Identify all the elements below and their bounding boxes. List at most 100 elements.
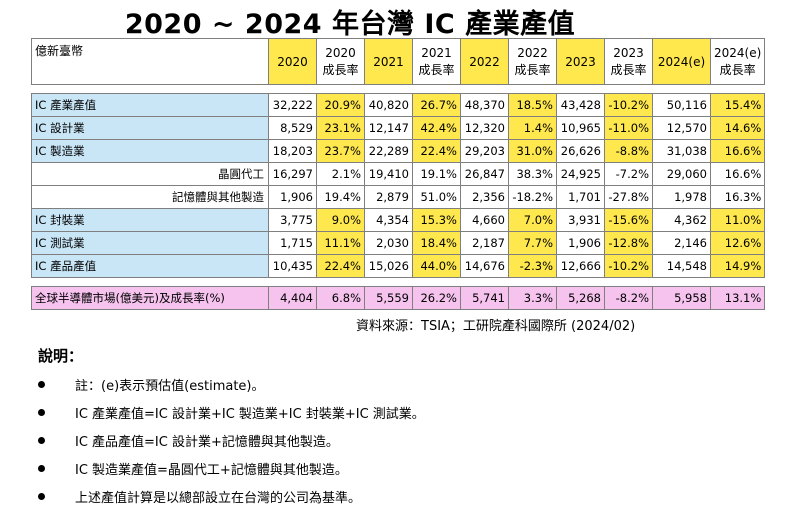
table-cell: 16.6% xyxy=(709,162,766,186)
table-cell: 44.0% xyxy=(412,254,461,278)
bullet-icon xyxy=(38,381,45,388)
table-cell: 3.3% xyxy=(508,286,557,310)
note-item: 上述產值計算是以總部設立在台灣的公司為基準。 xyxy=(38,487,361,506)
table-cell: 48,370 xyxy=(460,93,509,117)
table-cell: -12.8% xyxy=(604,231,653,255)
table-cell: 26.7% xyxy=(412,93,461,117)
table-row: IC 產業產值 32,222 20.9% 40,820 26.7% 48,370 18.5%… xyxy=(31,93,766,117)
table-cell: -11.0% xyxy=(604,116,653,140)
ic-output-table: 億新臺幣 2020 2020 成長率 2021 2021 成長率 2022 2022… xyxy=(31,38,766,310)
table-cell: 4,354 xyxy=(364,208,413,232)
table-cell: 1,906 xyxy=(556,231,605,255)
table-cell: 14,548 xyxy=(652,254,711,278)
header-2023: 2023 xyxy=(556,38,605,85)
table-cell: 14.6% xyxy=(709,116,766,140)
table-cell: 15.3% xyxy=(412,208,461,232)
table-cell: 5,268 xyxy=(556,286,605,310)
table-cell: 4,362 xyxy=(652,208,711,232)
table-row: 記憶體與其他製造 1,906 19.4% 2,879 51.0% 2,356 -18.2% 1… xyxy=(31,185,766,209)
row-label: IC 封裝業 xyxy=(31,208,269,232)
row-label: IC 產業產值 xyxy=(31,93,269,117)
table-cell: 26,847 xyxy=(460,162,509,186)
table-cell: 23.1% xyxy=(316,116,365,140)
note-item: 註：(e)表示預估值(estimate)。 xyxy=(38,375,265,394)
table-cell: -15.6% xyxy=(604,208,653,232)
table-cell: 14,676 xyxy=(460,254,509,278)
table-cell: 12,147 xyxy=(364,116,413,140)
table-cell: 22.4% xyxy=(316,254,365,278)
header-2021: 2021 xyxy=(364,38,413,85)
table-header-row: 億新臺幣 2020 2020 成長率 2021 2021 成長率 2022 2022… xyxy=(31,38,766,85)
table-cell: 9.0% xyxy=(316,208,365,232)
table-cell: 18.4% xyxy=(412,231,461,255)
header-2024e: 2024(e) xyxy=(652,38,711,85)
table-cell: 11.1% xyxy=(316,231,365,255)
table-row: IC 設計業 8,529 23.1% 12,147 42.4% 12,320 1.4% 10,… xyxy=(31,116,766,140)
table-cell: 1,701 xyxy=(556,185,605,209)
table-cell: 1,906 xyxy=(268,185,317,209)
table-cell: 18.5% xyxy=(508,93,557,117)
table-cell: 8,529 xyxy=(268,116,317,140)
table-cell: 11.0% xyxy=(709,208,766,232)
bullet-icon xyxy=(38,493,45,500)
table-cell: 15.4% xyxy=(709,93,766,117)
table-cell: -10.2% xyxy=(604,93,653,117)
table-row: IC 產品產值 10,435 22.4% 15,026 44.0% 14,676 -2.3%… xyxy=(31,254,766,278)
table-cell: 4,404 xyxy=(268,286,317,310)
row-label: IC 產品產值 xyxy=(31,254,269,278)
table-cell: 22.4% xyxy=(412,139,461,163)
header-2023-growth: 2023 成長率 xyxy=(604,38,653,85)
table-cell: 1.4% xyxy=(508,116,557,140)
table-cell: 20.9% xyxy=(316,93,365,117)
table-cell: 5,958 xyxy=(652,286,711,310)
row-label: IC 測試業 xyxy=(31,231,269,255)
table-cell: 2.1% xyxy=(316,162,365,186)
unit-label: 億新臺幣 xyxy=(31,38,269,85)
table-cell: -18.2% xyxy=(508,185,557,209)
table-cell: 24,925 xyxy=(556,162,605,186)
table-cell: 29,060 xyxy=(652,162,711,186)
header-2022: 2022 xyxy=(460,38,509,85)
row-label: IC 設計業 xyxy=(31,116,269,140)
header-2021-growth: 2021 成長率 xyxy=(412,38,461,85)
table-cell: -8.8% xyxy=(604,139,653,163)
table-cell: 31,038 xyxy=(652,139,711,163)
table-cell: 19.1% xyxy=(412,162,461,186)
table-cell: -7.2% xyxy=(604,162,653,186)
table-cell: 10,435 xyxy=(268,254,317,278)
table-cell: 16.3% xyxy=(709,185,766,209)
bullet-icon xyxy=(38,437,45,444)
note-item: IC 產品產值=IC 設計業+記憶體與其他製造。 xyxy=(38,431,339,450)
table-cell: -8.2% xyxy=(604,286,653,310)
table-cell: 26,626 xyxy=(556,139,605,163)
row-label: 晶圓代工 xyxy=(31,162,269,186)
row-label: 記憶體與其他製造 xyxy=(31,185,269,209)
table-row: IC 封裝業 3,775 9.0% 4,354 15.3% 4,660 7.0% 3,931-… xyxy=(31,208,766,232)
table-cell: 29,203 xyxy=(460,139,509,163)
table-cell: 12,570 xyxy=(652,116,711,140)
table-cell: 26.2% xyxy=(412,286,461,310)
table-cell: 19,410 xyxy=(364,162,413,186)
table-cell: 2,146 xyxy=(652,231,711,255)
table-cell: 19.4% xyxy=(316,185,365,209)
global-market-row: 全球半導體市場(億美元)及成長率(%) 4,404 6.8% 5,559 26.2% 5,… xyxy=(31,286,766,310)
table-cell: 22,289 xyxy=(364,139,413,163)
table-cell: 42.4% xyxy=(412,116,461,140)
table-cell: 7.0% xyxy=(508,208,557,232)
table-cell: -27.8% xyxy=(604,185,653,209)
bullet-icon xyxy=(38,465,45,472)
table-cell: 51.0% xyxy=(412,185,461,209)
page-title: 2020 ~ 2024 年台灣 IC 產業產值 xyxy=(124,9,576,40)
table-cell: 4,660 xyxy=(460,208,509,232)
notes-title: 說明： xyxy=(38,347,84,365)
table-cell: 16,297 xyxy=(268,162,317,186)
table-cell: -10.2% xyxy=(604,254,653,278)
table-cell: 2,356 xyxy=(460,185,509,209)
table-cell: 40,820 xyxy=(364,93,413,117)
header-2020: 2020 xyxy=(268,38,317,85)
table-cell: 23.7% xyxy=(316,139,365,163)
table-cell: 2,187 xyxy=(460,231,509,255)
table-cell: 6.8% xyxy=(316,286,365,310)
table-cell: 18,203 xyxy=(268,139,317,163)
note-item: IC 製造業產值=晶圓代工+記憶體與其他製造。 xyxy=(38,459,348,478)
